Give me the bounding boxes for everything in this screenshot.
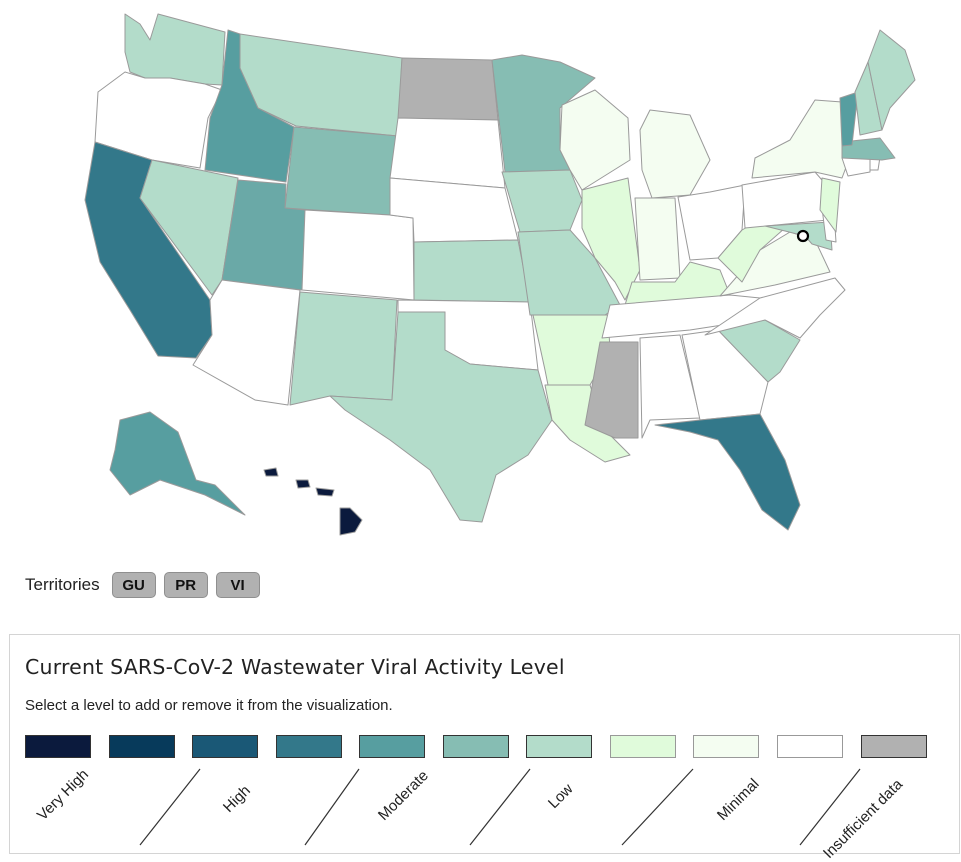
- state-hi-3[interactable]: [315, 487, 335, 497]
- state-nd[interactable]: [397, 57, 499, 121]
- state-ia[interactable]: [501, 169, 583, 233]
- legend-swatch-6[interactable]: [443, 735, 509, 758]
- state-hi-2[interactable]: [295, 479, 311, 489]
- legend-swatch-4[interactable]: [276, 735, 342, 758]
- level-label-moderate[interactable]: Moderate: [374, 767, 432, 824]
- state-hi-4[interactable]: [263, 467, 279, 477]
- state-sd[interactable]: [389, 117, 506, 189]
- territory-button-gu[interactable]: GU: [111, 572, 156, 598]
- circle-marker[interactable]: [796, 229, 810, 243]
- territories-label: Territories: [25, 575, 100, 594]
- state-ks[interactable]: [413, 239, 531, 303]
- legend-swatch-5[interactable]: [359, 735, 425, 758]
- legend-divider-2: [304, 768, 360, 846]
- state-ma[interactable]: [841, 137, 896, 161]
- state-ms[interactable]: [584, 341, 639, 439]
- legend-swatch-1[interactable]: [25, 735, 91, 758]
- state-nm[interactable]: [289, 291, 398, 406]
- territory-button-pr[interactable]: PR: [163, 572, 208, 598]
- territory-button-vi[interactable]: VI: [215, 572, 260, 598]
- legend-subtitle: Select a level to add or remove it from …: [25, 697, 393, 714]
- legend-swatch-7[interactable]: [526, 735, 592, 758]
- state-co[interactable]: [301, 209, 415, 301]
- legend-divider-4: [621, 768, 694, 846]
- state-ak[interactable]: [109, 411, 246, 516]
- legend-swatch-9[interactable]: [693, 735, 759, 758]
- state-hi-1[interactable]: [339, 507, 363, 536]
- state-wa[interactable]: [124, 13, 226, 86]
- legend-swatch-8[interactable]: [610, 735, 676, 758]
- state-tx[interactable]: [329, 311, 553, 523]
- state-mi[interactable]: [639, 109, 711, 199]
- level-label-high[interactable]: High: [219, 782, 254, 816]
- legend-divider-3: [469, 768, 531, 846]
- state-wi[interactable]: [559, 89, 631, 191]
- us-map: [84, 13, 916, 536]
- level-label-minimal[interactable]: Minimal: [713, 775, 763, 824]
- level-label-insufficient-data[interactable]: Insufficient data: [819, 775, 907, 862]
- legend-title: Current SARS-CoV-2 Wastewater Viral Acti…: [25, 655, 565, 679]
- level-label-very-high[interactable]: Very High: [33, 765, 92, 824]
- state-nj[interactable]: [819, 177, 841, 233]
- state-me[interactable]: [867, 29, 916, 131]
- level-label-low[interactable]: Low: [544, 780, 577, 812]
- legend-swatch-11[interactable]: [861, 735, 927, 758]
- state-al[interactable]: [639, 334, 701, 439]
- state-in[interactable]: [634, 197, 681, 281]
- state-ny[interactable]: [751, 99, 849, 179]
- legend-swatch-2[interactable]: [109, 735, 175, 758]
- state-wy[interactable]: [284, 126, 399, 216]
- legend-panel: Current SARS-CoV-2 Wastewater Viral Acti…: [9, 634, 960, 862]
- state-nc[interactable]: [704, 277, 846, 339]
- legend-swatch-10[interactable]: [777, 735, 843, 758]
- state-fl[interactable]: [654, 413, 801, 531]
- state-vt[interactable]: [839, 91, 859, 147]
- state-il[interactable]: [581, 177, 641, 301]
- legend-swatch-3[interactable]: [192, 735, 258, 758]
- legend-divider-1: [139, 768, 201, 846]
- territories-row: Territories GU PR VI: [25, 572, 260, 598]
